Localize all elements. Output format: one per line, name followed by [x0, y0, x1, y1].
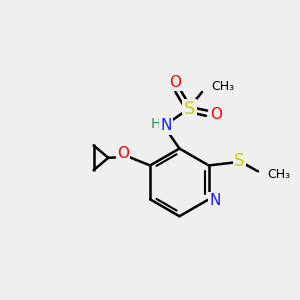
Text: N: N	[160, 118, 172, 134]
Text: CH₃: CH₃	[211, 80, 234, 93]
Text: S: S	[234, 152, 244, 170]
Text: CH₃: CH₃	[267, 168, 290, 182]
Text: O: O	[169, 75, 181, 90]
Text: N: N	[210, 193, 221, 208]
Text: H: H	[151, 117, 161, 131]
Text: S: S	[184, 100, 195, 118]
Text: O: O	[117, 146, 129, 160]
Text: O: O	[210, 107, 222, 122]
